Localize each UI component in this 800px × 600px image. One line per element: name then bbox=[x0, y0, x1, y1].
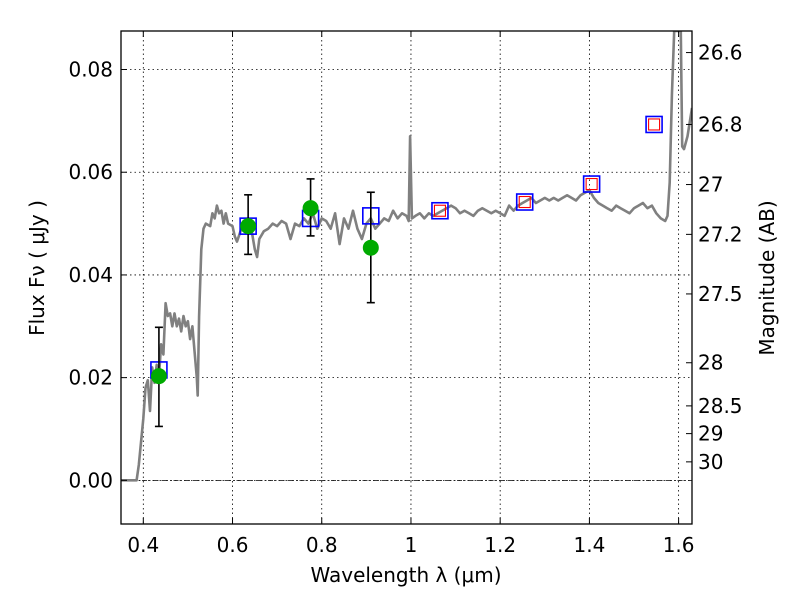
observed-point bbox=[302, 200, 319, 217]
inner-box bbox=[648, 118, 661, 131]
y-tick-label: 0.06 bbox=[68, 160, 113, 184]
right-tick-label: 27.2 bbox=[698, 222, 743, 246]
x-axis-label: Wavelength λ (μm) bbox=[310, 563, 501, 587]
model-box bbox=[645, 115, 663, 134]
observed-point bbox=[240, 218, 257, 235]
y-tick-label: 0.08 bbox=[68, 58, 113, 82]
x-tick-label: 1.4 bbox=[573, 533, 605, 557]
x-tick-label: 1.6 bbox=[663, 533, 695, 557]
grid-layer bbox=[121, 31, 692, 524]
inner-box bbox=[433, 204, 447, 217]
right-tick-label: 28.5 bbox=[698, 394, 743, 418]
observed-point bbox=[362, 239, 379, 256]
observed-point bbox=[150, 368, 167, 385]
model-box bbox=[515, 193, 534, 211]
x-tick-label: 1.2 bbox=[484, 533, 516, 557]
right-tick-label: 26.8 bbox=[698, 112, 743, 136]
plot-layer bbox=[121, 31, 692, 482]
right-tick-label: 30 bbox=[698, 450, 723, 474]
x-tick-label: 0.4 bbox=[127, 533, 159, 557]
y-tick-label: 0.04 bbox=[68, 263, 113, 287]
inner-box bbox=[518, 195, 531, 209]
inner-box bbox=[585, 177, 598, 191]
model-box bbox=[582, 175, 601, 193]
x-tick-label: 1 bbox=[405, 533, 418, 557]
right-axis-label: Magnitude (AB) bbox=[755, 200, 779, 355]
tick-layer: 0.4 0.6 0.8 1 1.2 1.4 1.6 0.00 0.02 0.04 0.06 0.08 2… bbox=[68, 31, 743, 557]
right-tick-label: 27 bbox=[698, 173, 723, 197]
x-tick-label: 0.6 bbox=[217, 533, 249, 557]
y-axis-label: Flux Fν ( μJy ) bbox=[25, 200, 49, 336]
right-tick-label: 26.6 bbox=[698, 41, 743, 65]
right-tick-label: 28 bbox=[698, 351, 723, 375]
model-box bbox=[431, 201, 449, 220]
y-tick-label: 0.00 bbox=[68, 468, 113, 492]
x-tick-label: 0.8 bbox=[306, 533, 338, 557]
right-tick-label: 29 bbox=[698, 422, 723, 446]
plot-frame bbox=[120, 30, 693, 525]
spectrum-line bbox=[121, 31, 692, 482]
y-tick-label: 0.02 bbox=[68, 366, 113, 390]
right-tick-label: 27.5 bbox=[698, 282, 743, 306]
